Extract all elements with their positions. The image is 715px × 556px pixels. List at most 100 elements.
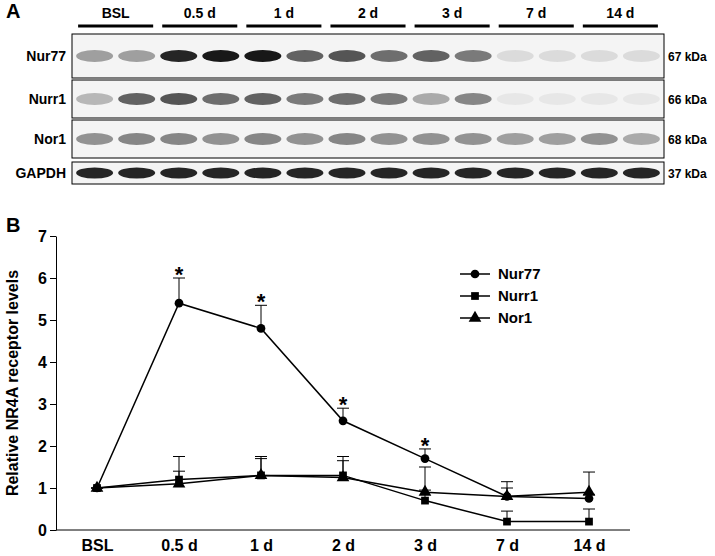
blot-band [76, 93, 113, 105]
error-bar-cap [337, 460, 349, 461]
y-tick: 4 [38, 354, 56, 371]
lane-group-bar [415, 25, 490, 28]
y-tick-label: 6 [38, 270, 47, 287]
x-tick: 14 d [573, 530, 605, 554]
blot-band [539, 93, 576, 105]
y-tick-label: 0 [38, 522, 47, 539]
blot-row-label: Nor1 [34, 131, 66, 147]
blot-band [160, 168, 197, 179]
error-bar-cap [501, 488, 513, 489]
blot-band [413, 93, 450, 105]
blot-band [118, 168, 155, 179]
blot-band [160, 50, 197, 62]
series-marker [585, 518, 593, 526]
lane-group-label: 14 d [606, 5, 634, 21]
y-tick-label: 5 [38, 312, 47, 329]
x-tick-label: 1 d [250, 537, 273, 554]
series-marker [503, 518, 511, 526]
y-tick-label: 2 [38, 438, 47, 455]
series-marker [255, 468, 268, 479]
lane-group-label: 3 d [442, 5, 462, 21]
blot-band [623, 133, 660, 145]
figure: ABSL0.5 d1 d2 d3 d7 d14 dNur7767 kDaNurr… [0, 0, 715, 556]
legend-entry: Nur77 [460, 265, 541, 282]
blot-band [455, 168, 492, 179]
x-tick-label: BSL [82, 537, 114, 554]
blot-band [371, 50, 408, 62]
blot-band [371, 93, 408, 105]
y-tick: 3 [38, 396, 56, 413]
panel-label: B [6, 214, 20, 236]
blot-band [455, 133, 492, 145]
y-tick-label: 4 [38, 354, 47, 371]
error-bar-cap [173, 471, 185, 472]
legend-entry: Nor1 [460, 309, 532, 326]
blot-row-label: Nur77 [26, 48, 66, 64]
y-tick-mark [50, 278, 56, 279]
blot-band [202, 168, 239, 179]
error-bar-cap [255, 456, 267, 457]
blot-band [160, 93, 197, 105]
blot-band [623, 93, 660, 105]
blot-band [455, 50, 492, 62]
blot-band [118, 50, 155, 62]
blot-band [497, 50, 534, 62]
blot-band [286, 50, 323, 62]
blot-size-label: 67 kDa [668, 50, 707, 64]
blot-band [328, 133, 365, 145]
x-tick: 7 d [496, 530, 519, 554]
y-tick-mark [50, 236, 56, 237]
annotation: * [339, 392, 348, 417]
blot-band [118, 93, 155, 105]
blot-band [413, 50, 450, 62]
legend: Nur77 Nurr1 Nor1 [460, 265, 541, 326]
lane-group-label: 2 d [358, 5, 378, 21]
blot-band [497, 133, 534, 145]
annotations: **** [175, 262, 430, 458]
blot-band [76, 50, 113, 62]
series-line [97, 475, 589, 521]
x-tick: 0.5 d [161, 530, 197, 554]
series-marker [175, 299, 184, 308]
annotation: * [257, 289, 266, 314]
blot-band [202, 93, 239, 105]
legend-label: Nur77 [498, 265, 541, 282]
y-axis: 0 1 2 3 4 5 6 7 [38, 228, 56, 539]
blot-panel: BSL0.5 d1 d2 d3 d7 d14 dNur7767 kDaNurr1… [15, 5, 707, 184]
y-tick: 0 [38, 522, 56, 539]
lane-group-label: 0.5 d [184, 5, 216, 21]
blot-band [581, 133, 618, 145]
error-bar-cap [419, 467, 431, 468]
blot-band [328, 168, 365, 179]
y-tick: 7 [38, 228, 56, 245]
legend-marker [469, 311, 482, 322]
annotation: * [175, 262, 184, 287]
blot-band [328, 93, 365, 105]
blot-band [455, 93, 492, 105]
y-tick: 1 [38, 480, 56, 497]
series-line [97, 303, 589, 498]
blot-band [413, 168, 450, 179]
y-tick: 2 [38, 438, 56, 455]
blot-band [244, 50, 281, 62]
blot-band [581, 50, 618, 62]
blot-band [202, 50, 239, 62]
error-bar-cap [583, 509, 595, 510]
blot-band [623, 168, 660, 179]
error-bar-cap [255, 458, 267, 459]
lane-group-label: 1 d [274, 5, 294, 21]
lane-group-bar [162, 25, 237, 28]
legend-entry: Nurr1 [460, 287, 538, 304]
blot-band [539, 50, 576, 62]
y-tick-label: 3 [38, 396, 47, 413]
blot-band [328, 50, 365, 62]
blot-row-frame [72, 34, 664, 78]
lane-group-label: BSL [102, 5, 130, 21]
blot-band [497, 168, 534, 179]
lane-group-bar [583, 25, 658, 28]
series-marker [337, 470, 350, 481]
y-tick: 5 [38, 312, 56, 329]
x-tick-label: 7 d [496, 537, 519, 554]
series-marker [583, 485, 596, 496]
x-axis: BSL0.5 d1 d2 d3 d7 d14 d [56, 530, 630, 554]
